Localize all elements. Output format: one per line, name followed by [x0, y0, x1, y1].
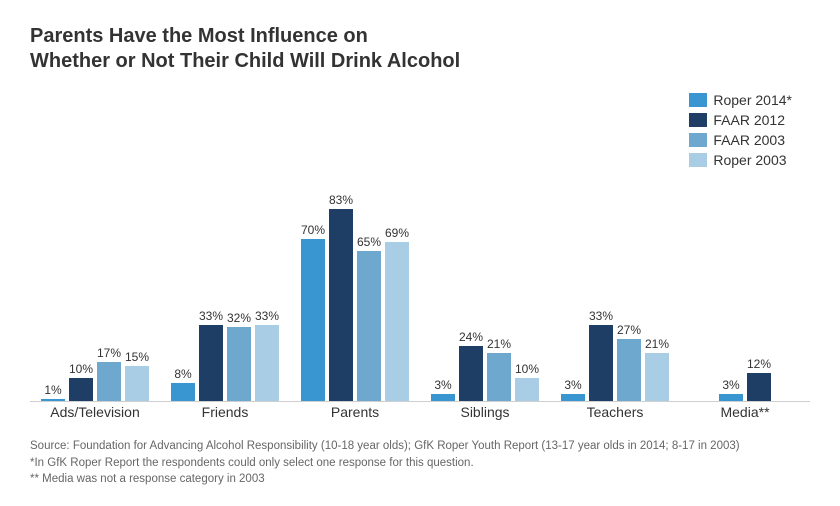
footnote-line: Source: Foundation for Advancing Alcohol…	[30, 439, 810, 455]
legend-label: FAAR 2012	[713, 112, 785, 128]
x-axis-label: Siblings	[420, 404, 550, 420]
legend-swatch	[689, 113, 707, 127]
bar-group: 3%24%21%10%	[420, 170, 550, 401]
bar: 8%	[171, 383, 195, 401]
bar: 27%	[617, 339, 641, 401]
bar: 17%	[97, 362, 121, 401]
bar: 32%	[227, 327, 251, 401]
bar-group: 1%10%17%15%	[30, 170, 160, 401]
legend-item: FAAR 2012	[689, 112, 792, 128]
bar-value-label: 21%	[645, 337, 669, 351]
bar-value-label: 8%	[174, 367, 191, 381]
x-axis-label: Ads/Television	[30, 404, 160, 420]
bar: 33%	[199, 325, 223, 401]
bar-group: 8%33%32%33%	[160, 170, 290, 401]
bar: 10%	[69, 378, 93, 401]
bar: 10%	[515, 378, 539, 401]
bar: 24%	[459, 346, 483, 401]
bar-value-label: 83%	[329, 193, 353, 207]
bar-value-label: 3%	[722, 378, 739, 392]
bar-value-label: 70%	[301, 223, 325, 237]
bar: 12%	[747, 373, 771, 401]
legend-swatch	[689, 133, 707, 147]
bar-group: 3% 12%	[680, 170, 810, 401]
bar-value-label: 21%	[487, 337, 511, 351]
bar-value-label: 1%	[44, 383, 61, 397]
footnote-line: ** Media was not a response category in …	[30, 472, 810, 488]
bar: 15%	[125, 366, 149, 401]
x-axis-label: Friends	[160, 404, 290, 420]
chart-title: Parents Have the Most Influence on Wheth…	[30, 24, 810, 74]
bar: 3%	[561, 394, 585, 401]
bar: 70%	[301, 239, 325, 401]
x-axis-label: Teachers	[550, 404, 680, 420]
bar: 21%	[645, 353, 669, 402]
bar: 33%	[589, 325, 613, 401]
legend-swatch	[689, 153, 707, 167]
bar-value-label: 17%	[97, 346, 121, 360]
bar: 21%	[487, 353, 511, 402]
bar-value-label: 33%	[589, 309, 613, 323]
bar: 3%	[431, 394, 455, 401]
legend-label: Roper 2014*	[713, 92, 792, 108]
legend-swatch	[689, 93, 707, 107]
bar-group: 70%83%65%69%	[290, 170, 420, 401]
legend-label: FAAR 2003	[713, 132, 785, 148]
bar: 3%	[719, 394, 743, 401]
legend-item: FAAR 2003	[689, 132, 792, 148]
legend-label: Roper 2003	[713, 152, 786, 168]
x-axis-label: Media**	[680, 404, 810, 420]
bar: 33%	[255, 325, 279, 401]
x-axis-label: Parents	[290, 404, 420, 420]
bar-value-label: 32%	[227, 311, 251, 325]
chart-plot-area: 1%10%17%15%8%33%32%33%70%83%65%69%3%24%2…	[30, 170, 810, 402]
legend: Roper 2014* FAAR 2012 FAAR 2003 Roper 2003	[689, 92, 792, 168]
bar-value-label: 12%	[747, 357, 771, 371]
bar-value-label: 69%	[385, 226, 409, 240]
x-axis-labels: Ads/TelevisionFriendsParentsSiblingsTeac…	[30, 404, 810, 420]
bar-value-label: 10%	[515, 362, 539, 376]
bar-value-label: 33%	[199, 309, 223, 323]
bar: 65%	[357, 251, 381, 401]
bar-value-label: 3%	[434, 378, 451, 392]
footnote-line: *In GfK Roper Report the respondents cou…	[30, 456, 810, 472]
bar-value-label: 33%	[255, 309, 279, 323]
bar-value-label: 10%	[69, 362, 93, 376]
bar-value-label: 65%	[357, 235, 381, 249]
bar-value-label: 3%	[564, 378, 581, 392]
bar: 83%	[329, 209, 353, 401]
bar: 69%	[385, 242, 409, 401]
bar-value-label: 27%	[617, 323, 641, 337]
bar: 1%	[41, 399, 65, 401]
legend-item: Roper 2003	[689, 152, 792, 168]
bar-group: 3%33%27%21%	[550, 170, 680, 401]
bar-value-label: 24%	[459, 330, 483, 344]
legend-item: Roper 2014*	[689, 92, 792, 108]
bar-value-label: 15%	[125, 350, 149, 364]
chart-footnotes: Source: Foundation for Advancing Alcohol…	[30, 438, 810, 488]
